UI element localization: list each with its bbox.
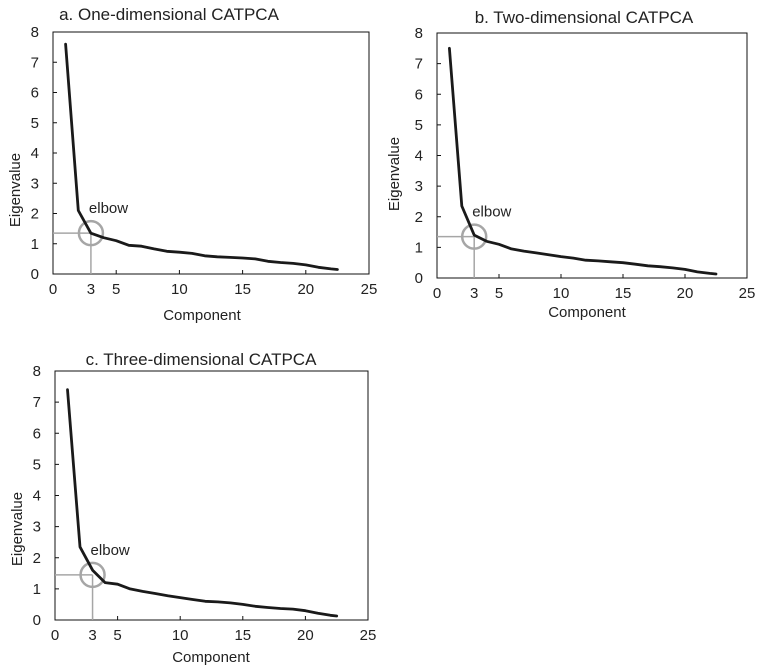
x-tick-label: 25 (360, 627, 377, 644)
y-tick-label: 3 (415, 178, 423, 195)
x-tick-label: 25 (361, 281, 378, 298)
y-tick-label: 7 (31, 54, 39, 71)
x-tick-label: 20 (677, 285, 694, 302)
y-tick-label: 3 (33, 519, 41, 536)
y-tick-label: 7 (33, 394, 41, 411)
x-tick-label: 5 (113, 627, 121, 644)
y-tick-label: 5 (33, 456, 41, 473)
x-tick-label: 10 (553, 285, 570, 302)
x-tick-label: 3 (87, 281, 95, 298)
x-tick-label: 20 (297, 627, 314, 644)
y-tick-label: 8 (415, 25, 423, 42)
x-tick-label: 25 (739, 285, 756, 302)
y-tick-label: 5 (31, 115, 39, 132)
y-tick-label: 2 (415, 209, 423, 226)
y-tick-label: 7 (415, 56, 423, 73)
x-axis-label: Component (163, 307, 241, 324)
x-tick-label: 5 (495, 285, 503, 302)
elbow-annotation: elbow (472, 204, 511, 221)
y-tick-label: 0 (31, 266, 39, 283)
x-axis-label: Component (548, 304, 626, 321)
chart-title: b. Two-dimensional CATPCA (475, 8, 694, 27)
y-tick-label: 1 (31, 236, 39, 253)
y-tick-label: 4 (33, 488, 41, 505)
y-tick-label: 6 (31, 85, 39, 102)
x-tick-label: 10 (171, 281, 188, 298)
x-tick-label: 15 (234, 627, 251, 644)
eigenvalue-series-line (66, 388, 339, 618)
y-tick-label: 8 (33, 363, 41, 380)
y-axis-label: Eigenvalue (386, 137, 403, 211)
y-tick-label: 6 (415, 86, 423, 103)
y-tick-label: 0 (415, 270, 423, 287)
elbow-annotation: elbow (89, 200, 128, 217)
elbow-circle (460, 223, 488, 250)
x-tick-label: 15 (615, 285, 632, 302)
y-tick-label: 5 (415, 117, 423, 134)
y-tick-label: 2 (31, 206, 39, 223)
x-tick-label: 0 (49, 281, 57, 298)
eigenvalue-series-line (64, 42, 339, 271)
chart-title: a. One-dimensional CATPCA (59, 5, 279, 24)
y-tick-label: 6 (33, 425, 41, 442)
chart-title: c. Three-dimensional CATPCA (86, 350, 318, 369)
panel-b-chart: b. Two-dimensional CATPCA Component Eige… (386, 8, 755, 321)
y-tick-label: 1 (415, 239, 423, 256)
x-tick-label: 15 (234, 281, 251, 298)
y-axis-label: Eigenvalue (9, 492, 26, 566)
y-tick-label: 1 (33, 581, 41, 598)
y-tick-label: 0 (33, 612, 41, 629)
x-tick-label: 0 (51, 627, 59, 644)
elbow-annotation: elbow (91, 542, 130, 559)
y-axis-label: Eigenvalue (7, 153, 24, 227)
x-axis-label: Component (172, 649, 250, 666)
elbow-circle (77, 219, 105, 247)
panel-a-chart: a. One-dimensional CATPCA Component Eige… (7, 5, 377, 324)
y-tick-label: 2 (33, 550, 41, 567)
y-tick-label: 3 (31, 175, 39, 192)
y-tick-label: 4 (31, 145, 39, 162)
elbow-circle (79, 561, 106, 589)
x-tick-label: 3 (88, 627, 96, 644)
x-tick-label: 5 (112, 281, 120, 298)
y-tick-label: 8 (31, 24, 39, 41)
panel-c-chart: c. Three-dimensional CATPCA Component Ei… (9, 350, 376, 666)
y-tick-label: 4 (415, 148, 423, 165)
x-tick-label: 0 (433, 285, 441, 302)
x-tick-label: 20 (297, 281, 314, 298)
x-tick-label: 10 (172, 627, 189, 644)
eigenvalue-series-line (447, 46, 718, 276)
x-tick-label: 3 (470, 285, 478, 302)
